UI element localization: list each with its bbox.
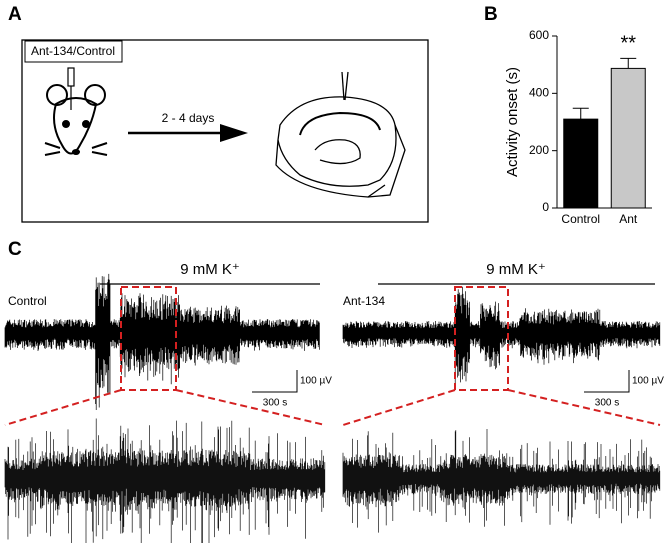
stimulus-label: 9 mM K⁺	[180, 261, 240, 278]
y-tick-label: 400	[529, 86, 549, 100]
trace	[342, 286, 661, 387]
zoom-line	[507, 389, 661, 426]
stimulus-label: 9 mM K⁺	[486, 261, 546, 278]
panel-label: C	[8, 239, 22, 260]
scale-bar	[252, 370, 298, 393]
zoom-line	[4, 389, 122, 426]
y-tick-label: 0	[542, 200, 549, 214]
x-tick-label: Control	[561, 212, 600, 226]
bar	[563, 118, 599, 209]
scale-bar	[584, 370, 630, 393]
arrow-label: 2 - 4 days	[162, 111, 215, 125]
panel-label: B	[484, 4, 498, 25]
trace-label: Control	[8, 294, 47, 308]
trace	[4, 273, 320, 410]
trace	[342, 429, 661, 533]
scale-label: 300 s	[263, 398, 287, 409]
brain-slice	[275, 71, 406, 198]
label-box	[24, 40, 123, 63]
bar	[610, 67, 646, 209]
scale-label: 100 µV	[300, 376, 332, 387]
significance: **	[620, 33, 636, 55]
y-tick-label: 200	[529, 143, 549, 157]
scale-label: 100 µV	[632, 376, 664, 387]
trace-label: Ant-134	[343, 294, 385, 308]
x-tick-label: Ant	[619, 212, 638, 226]
panel-a-frame	[21, 39, 429, 223]
zoom-box	[454, 286, 509, 391]
arrowhead	[220, 124, 248, 142]
scale-label: 300 s	[595, 398, 619, 409]
trace	[4, 418, 326, 543]
y-axis-label: Activity onset (s)	[504, 67, 521, 177]
box-label: Ant-134/Control	[31, 44, 115, 58]
panel-label: A	[8, 4, 22, 25]
zoom-box	[120, 286, 177, 391]
zoom-line	[175, 389, 326, 426]
y-tick-label: 600	[529, 28, 549, 42]
zoom-line	[342, 389, 456, 426]
mouse	[44, 67, 108, 156]
